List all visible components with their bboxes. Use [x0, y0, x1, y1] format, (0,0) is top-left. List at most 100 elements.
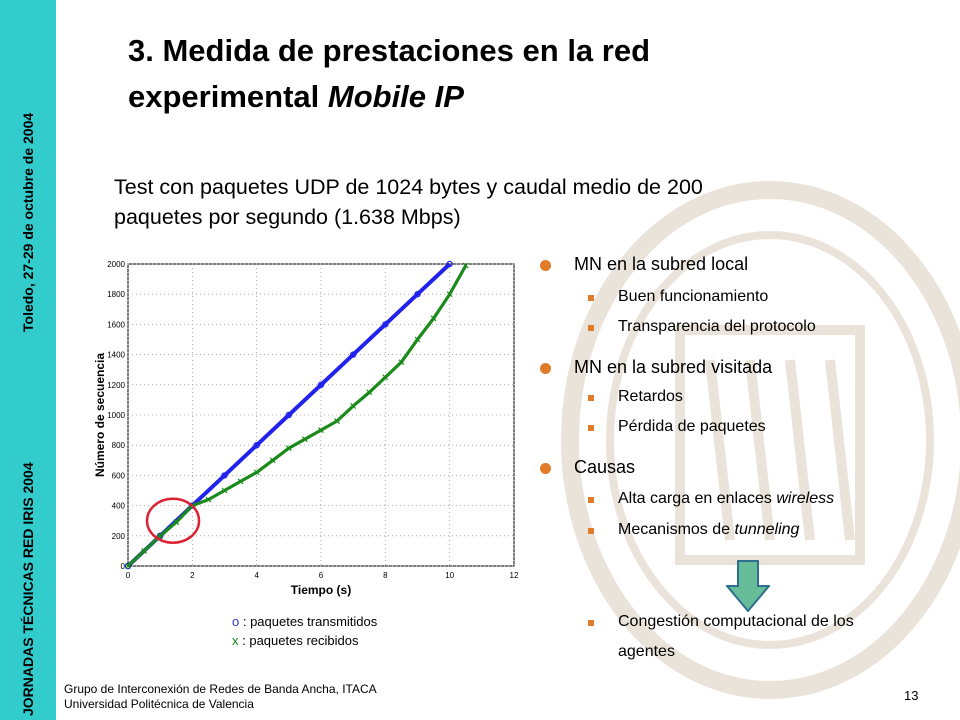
sub-bullet-square-icon: [588, 497, 594, 503]
sub-bullet-transparency-text: Transparencia del protocolo: [618, 318, 816, 335]
y-tick-label: 600: [112, 471, 126, 480]
bullet-local-subnet-text: MN en la subred local: [574, 254, 749, 274]
data-point: [205, 496, 212, 503]
data-point: [253, 469, 260, 476]
sidebar-event-title: JORNADAS TÉCNICAS RED IRIS 2004: [20, 462, 36, 716]
footer: Grupo de Interconexión de Redes de Banda…: [64, 682, 377, 712]
data-point: [156, 532, 164, 539]
data-point: [350, 403, 357, 409]
data-point: [382, 321, 389, 328]
down-arrow-icon: [726, 560, 770, 612]
tunneling-italic: tunneling: [734, 521, 800, 538]
data-point: [334, 418, 341, 424]
data-point: [446, 291, 453, 298]
title-line-2-prefix: experimental: [128, 79, 328, 114]
data-point: [318, 427, 324, 434]
y-tick-label: 400: [112, 502, 126, 511]
data-point: [366, 389, 373, 396]
title-line-1: 3. Medida de prestaciones en la red: [128, 33, 651, 68]
y-tick-label: 1000: [107, 411, 125, 420]
y-axis-label: Número de secuencia: [93, 353, 107, 477]
x-tick-label: 2: [190, 571, 195, 580]
x-tick-label: 8: [383, 571, 388, 580]
sub-bullet-tunneling-text: Mecanismos de tunneling: [618, 519, 799, 541]
data-point: [221, 487, 228, 494]
y-tick-label: 2000: [107, 260, 125, 269]
data-point: [125, 563, 131, 569]
title-line-2: experimental Mobile IP: [128, 74, 650, 120]
sub-bullet-packet-loss-text: Pérdida de paquetes: [618, 418, 766, 435]
y-tick-label: 1200: [107, 381, 125, 390]
wireless-prefix: Alta carga en enlaces: [618, 490, 777, 507]
test-description: Test con paquetes UDP de 1024 bytes y ca…: [114, 172, 874, 232]
sequence-plot-svg: 0 2 4 6 8 10 12 0 200 400 600 800 1000 1200 1400 1600 18…: [93, 260, 519, 597]
data-point: [285, 411, 293, 419]
x-tick-label: 6: [319, 571, 324, 580]
sub-bullet-square-icon: [588, 325, 594, 331]
data-point: [141, 547, 148, 554]
tunneling-prefix: Mecanismos de: [618, 521, 735, 538]
y-tick-label: 800: [112, 441, 126, 450]
x-axis-label: Tiempo (s): [291, 583, 351, 597]
slide-title: 3. Medida de prestaciones en la red expe…: [128, 28, 650, 120]
y-tick-label: 200: [112, 532, 126, 541]
y-tick-label: 1400: [107, 351, 125, 360]
test-description-line-1: Test con paquetes UDP de 1024 bytes y ca…: [114, 175, 703, 199]
sidebar-band: [0, 0, 56, 720]
data-point: [237, 478, 244, 485]
title-line-2-italic: Mobile IP: [327, 79, 464, 114]
bullet-visited-subnet-text: MN en la subred visitada: [574, 357, 773, 377]
data-point: [414, 291, 421, 298]
data-point: [382, 374, 389, 381]
page-number: 13: [904, 688, 919, 703]
data-point: [301, 436, 308, 443]
data-point: [414, 336, 421, 343]
bullet-causes-text: Causas: [574, 457, 636, 477]
wireless-italic: wireless: [776, 490, 835, 507]
congestion-line-1: Congestión computacional de los: [618, 613, 854, 630]
data-point: [398, 359, 405, 366]
sub-bullet-square-icon: [588, 295, 594, 301]
sidebar-event-date: Toledo, 27-29 de octubre de 2004: [20, 112, 36, 332]
university-seal-watermark: [561, 181, 960, 699]
x-tick-label: 0: [126, 571, 131, 580]
y-tick-label: 0: [121, 562, 126, 571]
data-point: [317, 381, 325, 388]
sub-bullet-square-icon: [588, 395, 594, 401]
congestion-line-2: agentes: [618, 643, 675, 660]
data-point: [285, 445, 292, 452]
bullet-dot-icon: [540, 260, 551, 271]
y-tick-label: 1600: [107, 320, 125, 329]
data-point: [462, 262, 469, 269]
sub-bullet-square-icon: [588, 528, 594, 534]
footer-university: Universidad Politécnica de Valencia: [64, 697, 254, 711]
data-point: [269, 457, 276, 464]
series-line: [126, 264, 468, 568]
sub-bullet-congestion-text: Congestión computacional de los agentes: [618, 611, 854, 663]
legend-o-symbol: o: [232, 614, 240, 629]
legend-received: x : paquetes recibidos: [232, 631, 377, 650]
sequence-plot: 0 2 4 6 8 10 12 0 200 400 600 800 1000 1200 1400 1600 18…: [90, 250, 530, 605]
sub-bullet-square-icon: [588, 620, 594, 626]
x-tick-label: 10: [445, 571, 454, 580]
sub-bullet-delays-text: Retardos: [618, 388, 683, 405]
x-tick-label: 4: [254, 571, 259, 580]
bullet-dot-icon: [540, 363, 551, 374]
data-point: [173, 519, 180, 526]
test-description-line-2: paquetes por segundo (1.638 Mbps): [114, 205, 461, 229]
data-point: [430, 315, 437, 322]
sub-bullet-good-operation-text: Buen funcionamiento: [618, 288, 769, 305]
legend-x-symbol: x: [232, 633, 239, 648]
series-received: [125, 262, 469, 569]
highlight-circle: [145, 497, 201, 544]
data-point: [221, 472, 228, 479]
x-tick-label: 12: [510, 571, 519, 580]
data-point: [253, 441, 260, 449]
data-point: [157, 532, 164, 539]
data-point: [124, 562, 132, 570]
data-point: [446, 260, 453, 268]
bullet-dot-icon: [540, 463, 551, 474]
footer-group: Grupo de Interconexión de Redes de Banda…: [64, 682, 377, 696]
sub-bullet-wireless-load-text: Alta carga en enlaces wireless: [618, 488, 834, 510]
sub-bullet-square-icon: [588, 425, 594, 431]
